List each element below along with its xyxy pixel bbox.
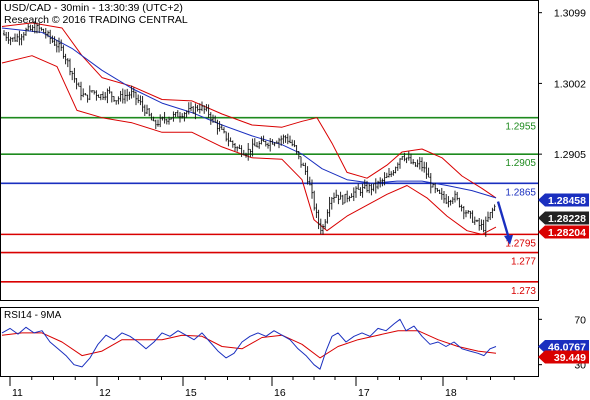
axis-layer: 1.3099 1.3002 1.2905 70 30 1.28458 1.28228 1.28… — [9, 8, 589, 399]
price-tag-2-text: 1.28204 — [548, 227, 586, 239]
x-axis-label-4: 17 — [358, 387, 370, 399]
rsi-line — [1, 318, 497, 370]
x-axis-label-5: 18 — [445, 387, 457, 399]
rsi-tag-1-text: 39.449 — [554, 352, 586, 364]
rsi-axis-label-1: 30 — [574, 360, 586, 372]
moving-average-line — [1, 27, 497, 199]
forecast-arrow-head — [504, 234, 513, 245]
x-axis-label-2: 15 — [185, 387, 197, 399]
price-tag-1-box — [538, 211, 589, 225]
chart-title: USD/CAD - 30min - 13:30:39 (UTC+2) — [4, 2, 183, 14]
x-axis-label-3: 16 — [274, 387, 286, 399]
x-axis-label-1: 12 — [99, 387, 111, 399]
rsi-axis-label-0: 70 — [574, 314, 586, 326]
price-axis-label-2: 1.2905 — [554, 149, 586, 161]
chart-copyright: Research © 2016 TRADING CENTRAL — [4, 14, 188, 26]
rsi-panel — [0, 307, 539, 377]
band-lower-line — [1, 55, 497, 235]
forecast-arrow-shaft — [496, 201, 511, 240]
price-tag-1: 1.28228 — [538, 211, 589, 225]
price-axis-label-1: 1.3002 — [554, 78, 586, 90]
rsi-layer — [1, 318, 497, 370]
price-tag-2-box — [538, 225, 589, 239]
rsi-tag-0-box — [538, 339, 589, 353]
level-label-2: 1.2865 — [505, 187, 536, 198]
rsi-ma-line — [1, 330, 497, 359]
band-upper-line — [1, 22, 497, 199]
price-panel — [0, 0, 539, 301]
price-layer: 1.2955 1.2905 1.2865 1.2795 1.277 1.273 — [1, 21, 538, 297]
level-label-3: 1.2795 — [505, 238, 536, 249]
level-label-1: 1.2905 — [505, 158, 536, 169]
price-tag-2: 1.28204 — [538, 225, 589, 239]
rsi-tag-1-box — [538, 350, 589, 364]
price-tag-1-text: 1.28228 — [548, 213, 586, 225]
rsi-tag-0-text: 46.0767 — [548, 341, 586, 353]
price-tag-0-text: 1.28458 — [548, 195, 586, 207]
price-tag-0: 1.28458 — [538, 193, 589, 207]
price-axis-label-0: 1.3099 — [554, 8, 586, 20]
level-label-5: 1.273 — [511, 286, 536, 297]
rsi-label: RSI14 - 9MA — [4, 310, 62, 321]
level-label-0: 1.2955 — [505, 122, 536, 133]
x-axis-label-0: 11 — [12, 387, 23, 399]
level-label-4: 1.277 — [511, 257, 536, 268]
rsi-tag-1: 39.449 — [538, 350, 589, 364]
rsi-tag-0: 46.0767 — [538, 339, 589, 353]
price-tag-0-box — [538, 193, 589, 207]
